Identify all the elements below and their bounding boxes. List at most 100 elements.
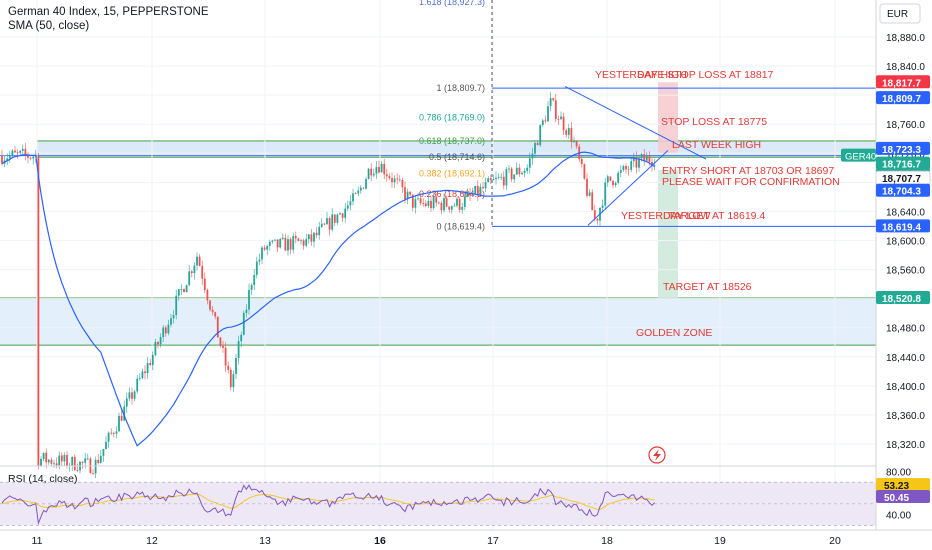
candle-up (515, 167, 518, 175)
rsi-tick-label: 80.00 (886, 467, 911, 478)
candle-up (495, 177, 497, 180)
candle-down (66, 454, 68, 467)
currency-button[interactable]: EUR (879, 3, 921, 24)
candle-up (427, 200, 430, 207)
chart-annotation: PLEASE WAIT FOR CONFIRMATION (662, 176, 840, 188)
candle-up (541, 120, 544, 126)
candle-up (19, 150, 22, 153)
candle-up (326, 218, 328, 225)
candle-up (523, 171, 526, 173)
candle-down (398, 179, 401, 181)
price-tag: 18,809.7 (876, 91, 930, 105)
candle-down (419, 198, 422, 204)
candle-down (144, 371, 146, 374)
candle-up (461, 206, 464, 210)
candle-up (188, 271, 191, 286)
candle-up (601, 205, 604, 208)
candle-up (102, 449, 105, 456)
candle-up (305, 239, 308, 246)
candle-down (378, 167, 380, 173)
candle-down (510, 168, 513, 180)
candle-up (8, 154, 11, 159)
candle-down (219, 337, 222, 346)
symbol-tag-box (841, 148, 876, 162)
flash-icon-bolt (653, 449, 661, 461)
candle-down (149, 363, 152, 366)
candle-down (643, 154, 646, 161)
price-tag-box (876, 141, 930, 155)
candle-up (367, 168, 370, 180)
rsi-value-tag: 50.45 (876, 490, 930, 504)
candle-down (229, 369, 232, 388)
candle-up (261, 247, 263, 260)
time-tick-label: 16 (374, 535, 386, 547)
candle-down (27, 154, 29, 158)
candle-down (448, 206, 451, 210)
fib-level-label: 0.382 (18,692.1) (419, 169, 485, 179)
candle-up (617, 172, 620, 183)
candle-up (406, 191, 409, 200)
price-tag-box (876, 156, 930, 170)
candle-up (380, 163, 383, 173)
candle-down (203, 278, 206, 290)
candle-up (40, 458, 42, 466)
candle-down (60, 455, 63, 462)
candle-up (487, 178, 490, 183)
fib-level-label: 0.786 (18,769.0) (419, 113, 485, 123)
candle-down (45, 452, 48, 463)
chart-annotation: YESTERDAY HIGH (595, 69, 687, 81)
candle-down (1, 155, 3, 164)
candle-down (227, 365, 230, 370)
candle-up (336, 214, 339, 223)
price-tick-label: 18,360.0 (886, 411, 925, 422)
candle-up (567, 128, 570, 135)
currency-button-frame (879, 3, 921, 24)
candle-down (489, 178, 492, 181)
chart-annotation: LAST WEEK HIGH (672, 139, 761, 151)
candle-down (73, 456, 76, 471)
candle-down (544, 120, 547, 122)
candle-down (362, 187, 365, 189)
candle-up (531, 153, 534, 159)
candle-down (29, 157, 32, 159)
candle-down (565, 130, 568, 135)
candle-down (97, 459, 100, 463)
candle-down (570, 128, 573, 143)
rsi-tick-label: 40.00 (886, 511, 911, 522)
candle-up (320, 223, 323, 227)
candle-up (331, 214, 334, 230)
candle-down (562, 116, 565, 131)
price-tag-box (876, 291, 930, 305)
price-tag-label: 18,723.3 (882, 145, 921, 156)
rsi-value-box (876, 478, 930, 491)
candle-up (604, 182, 607, 206)
candle-up (232, 374, 235, 388)
candle-down (388, 176, 391, 179)
candle-up (393, 178, 396, 183)
candle-down (341, 213, 344, 218)
candle-down (209, 300, 211, 310)
candle-down (612, 180, 614, 186)
candle-down (596, 218, 599, 221)
candle-down (55, 463, 58, 466)
candle-down (76, 470, 79, 471)
candle-down (354, 193, 357, 195)
candle-up (107, 432, 110, 442)
price-tick-label: 18,440.0 (886, 353, 925, 364)
price-tick-label: 18,840.0 (886, 62, 925, 73)
candle-up (84, 458, 87, 463)
candle-up (177, 289, 180, 296)
time-tick-label: 20 (829, 535, 841, 547)
candle-down (157, 342, 159, 345)
candle-up (162, 327, 165, 338)
trend-line-upper (564, 85, 707, 160)
flash-icon[interactable] (648, 446, 666, 464)
candle-down (609, 176, 612, 181)
candle-down (201, 265, 204, 279)
candle-down (502, 176, 505, 186)
candle-down (591, 192, 594, 211)
candle-up (474, 185, 477, 195)
candle-up (622, 166, 625, 171)
